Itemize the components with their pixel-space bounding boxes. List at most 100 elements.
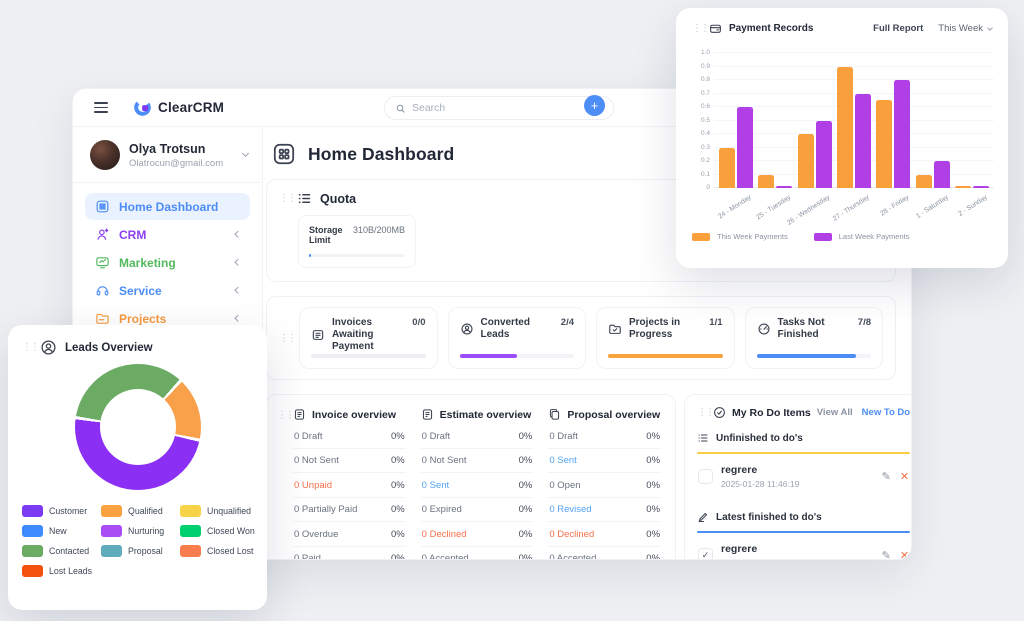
invoice-card-icon [311,317,325,353]
stat-card[interactable]: Invoices Awaiting Payment 0/0 [299,307,438,369]
stat-label: Projects in Progress [629,317,681,340]
edit-icon[interactable]: ✎ [881,471,891,483]
drag-handle-icon[interactable]: ⋮⋮ [277,410,295,421]
range-dropdown[interactable]: This Week [938,23,993,34]
overview-row-label: 0 Draft [294,430,323,442]
sidebar-item-projects[interactable]: Projects [85,305,250,332]
overview-row-label: 0 Paid [294,553,321,560]
legend-label: New [49,526,67,536]
legend-swatch [22,525,43,537]
legend-swatch [180,545,201,557]
payments-bar-chart: 0 0.1 0.2 0.3 0.4 0.5 0.6 0.7 0.8 0.9 1.0 24 - Mon… [692,49,994,232]
overview-row: 0 Accepted 0% [548,547,661,559]
app-logo: ClearCRM [133,98,224,117]
legend-label: Contacted [49,546,90,556]
legend-label: Closed Lost [207,546,254,556]
overview-row-label: 0 Not Sent [421,455,467,466]
crm-icon [95,227,110,242]
chart-legend: This Week Payments Last Week Payments [692,232,1008,241]
leads-overview-panel: ⋮⋮ Leads Overview Customer Qualified Unqua… [8,325,267,610]
overview-row-label: 0 Accepted [421,553,469,560]
overview-row-value: 0% [518,528,533,540]
todo-checkbox[interactable]: ✓ [698,548,713,559]
add-button[interactable]: + [584,95,605,116]
overview-row-label: 0 Draft [421,430,451,442]
bar-last-week-payments [815,120,832,188]
hamburger-menu-icon[interactable] [94,102,108,113]
bar-group [954,186,989,188]
dashboard-title-icon [271,141,297,167]
bar-group [719,107,753,188]
drag-handle-icon[interactable]: ⋮⋮ [697,407,715,418]
bar-group [876,80,911,188]
todo-item-name: regrere [721,543,758,555]
leads-donut-chart [74,364,201,490]
overview-row-value: 0% [518,430,533,442]
chevron-down-icon [987,24,993,31]
y-axis-tick: 0 [706,184,710,191]
window-header: ClearCRM + [73,89,911,127]
delete-icon[interactable]: ✕ [899,550,910,560]
legend-label: Closed Won [207,526,255,536]
user-menu[interactable]: Olya Trotsun Olatrocun@gmail.com [73,127,262,183]
stat-card[interactable]: Projects in Progress 1/1 [596,307,735,369]
new-todo-link[interactable]: New To Do [861,407,911,418]
todo-section-title: Unfinished to do's [716,432,803,444]
sidebar-item-crm[interactable]: CRM [85,221,250,248]
bar-last-week-payments [972,186,989,188]
edit-icon[interactable]: ✎ [881,550,891,560]
overview-row: 0 Declined 0% [420,522,534,547]
lead-legend-item: Nurturing [101,525,176,537]
clearcrm-logo-icon [133,98,152,117]
quota-section: ⋮⋮ Quota Storage Limit 310B/200MB [266,179,896,282]
overview-row: 0 Not Sent 0% [420,449,534,473]
gridline [714,106,994,107]
todo-title: My Ro Do Items [732,406,811,419]
overview-row-label: 0 Sent [549,455,577,466]
delete-icon[interactable]: ✕ [899,471,910,483]
stat-card[interactable]: Tasks Not Finished 7/8 [744,307,883,369]
proposal-doc-icon [548,408,561,421]
gridline [714,52,994,53]
storage-progress [309,254,405,257]
stat-progress [459,354,574,358]
bar-this-week-payments [758,174,775,188]
gridline [714,79,994,80]
search-box[interactable] [384,96,614,120]
list-icon [697,432,709,444]
overview-title: Estimate overview [439,408,532,421]
sidebar-item-service[interactable]: Service [85,277,250,304]
sidebar-item-label: Home Dashboard [119,199,219,214]
overview-row-label: 0 Open [549,479,581,491]
overview-row: 0 Unpaid 0% [293,473,406,498]
dashboard-icon [95,199,110,214]
drag-handle-icon[interactable]: ⋮⋮ [279,193,297,204]
stat-progress [311,354,426,358]
todo-item-timestamp: 2025-01-28 11:46:19 [721,558,799,559]
user-email: Olatrocun@gmail.com [129,157,224,169]
tasks-gauge-icon [757,317,771,341]
stat-card[interactable]: Converted Leads 2/4 [447,307,586,369]
drag-handle-icon[interactable]: ⋮⋮ [279,332,297,344]
legend-swatch [692,232,710,241]
overview-row: 0 Draft 0% [420,424,534,449]
sidebar-item-home-dashboard[interactable]: Home Dashboard [85,193,250,220]
service-icon [95,283,110,298]
search-input[interactable] [412,102,603,114]
legend-swatch [22,565,43,577]
lead-legend-item: Unqualified [180,505,255,517]
sidebar-item-marketing[interactable]: Marketing [85,249,250,276]
overview-row: 0 Accepted 0% [421,547,534,560]
lead-legend-item: Customer [22,505,97,517]
overview-row-value: 0% [646,455,661,466]
drag-handle-icon[interactable]: ⋮⋮ [22,342,40,353]
gridline [714,119,994,121]
bar-last-week-payments [894,80,911,188]
view-all-link[interactable]: View All [816,407,853,418]
todo-checkbox[interactable] [698,469,713,484]
full-report-link[interactable]: Full Report [873,23,924,34]
gridline [714,133,994,134]
drag-handle-icon[interactable]: ⋮⋮ [692,23,710,34]
legend-item: This Week Payments [692,232,788,241]
invoice-doc-icon [293,408,306,421]
